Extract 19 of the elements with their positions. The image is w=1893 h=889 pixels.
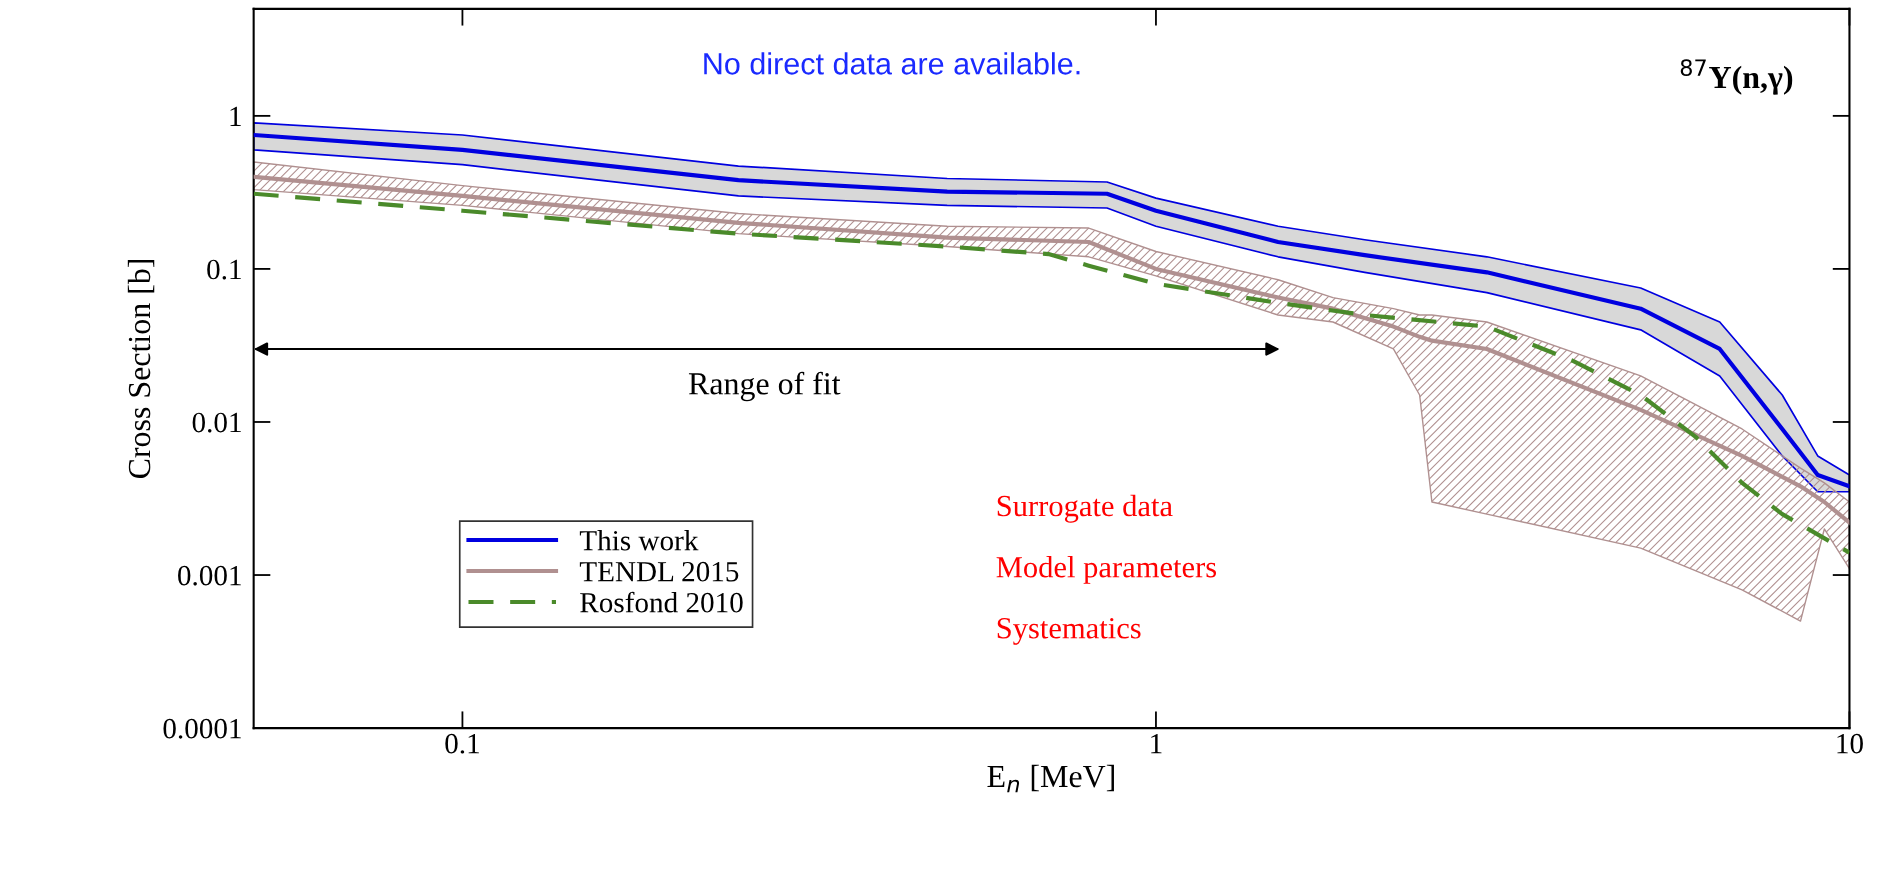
y-tick-label: 0.01 [192, 412, 241, 433]
y-tick-label: 0.1 [207, 259, 241, 280]
x-tick-label: 0.1 [445, 733, 479, 754]
annotation: No direct data are available. [704, 52, 1080, 75]
annotation: Model parameters [996, 556, 1217, 584]
y-tick-label: 0.0001 [163, 718, 241, 739]
legend-label: Rosfond 2010 [580, 591, 743, 613]
y-tick-label: 0.001 [178, 565, 241, 586]
y-axis-title: Cross Section [b] [127, 259, 155, 479]
legend-label: TENDL 2015 [579, 561, 739, 582]
annotation: $^{87}$Y(n,γ) [1680, 59, 1793, 95]
x-tick-label: 10 [1837, 733, 1863, 754]
annotation: Range of fit [688, 371, 841, 402]
legend-label: This work [579, 530, 699, 551]
x-axis-title: E$_{n}$ [MeV] [987, 764, 1114, 793]
x-tick-label: 1 [1151, 733, 1162, 754]
y-tick-label: 1 [230, 106, 241, 126]
annotation: Surrogate data [997, 494, 1173, 523]
annotation: Systematics [997, 618, 1141, 645]
